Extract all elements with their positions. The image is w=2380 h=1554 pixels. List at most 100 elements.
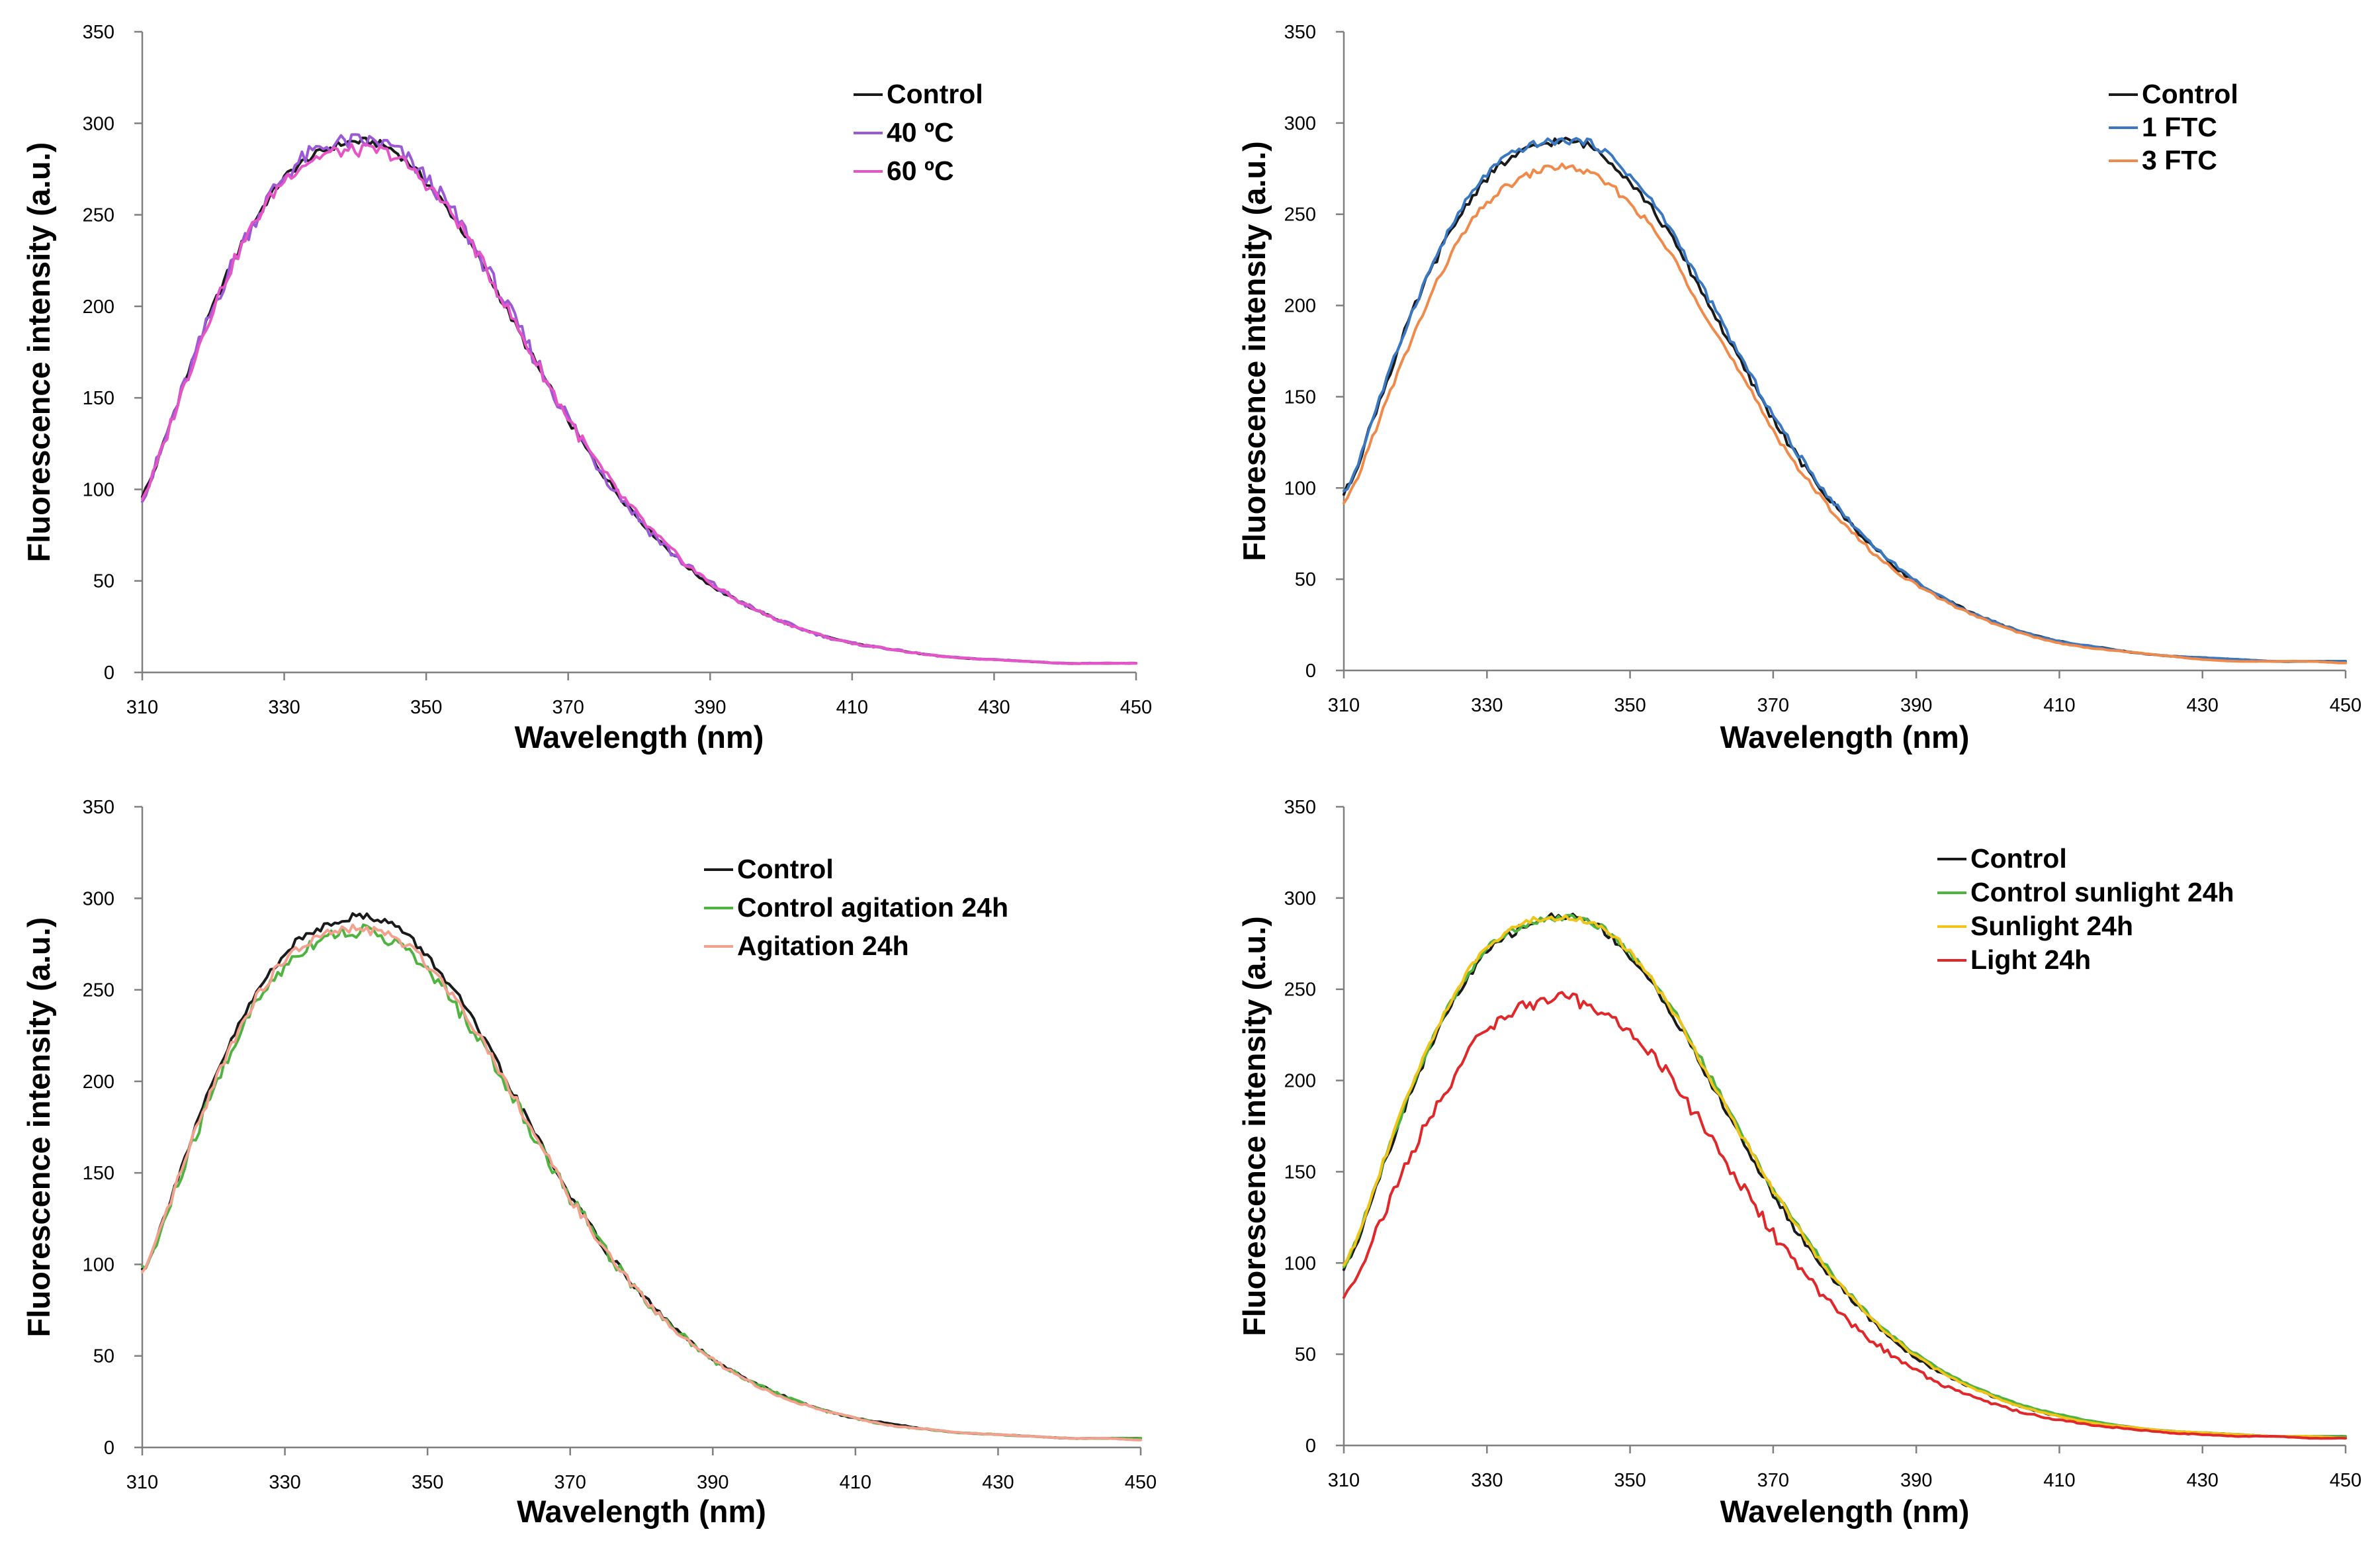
y-tick-label: 200 <box>83 297 114 318</box>
y-tick-label: 50 <box>1295 1344 1316 1365</box>
y-tick-label: 250 <box>83 980 114 1001</box>
legend-label: Control agitation 24h <box>737 892 1008 923</box>
y-tick-label: 200 <box>1284 1071 1316 1092</box>
legend-label: Light 24h <box>1970 944 2091 975</box>
y-tick-label: 0 <box>104 663 114 684</box>
y-axis-title: Fluorescence intensity (a.u.) <box>21 142 56 563</box>
y-axis-title: Fluorescence intensity (a.u.) <box>1237 141 1272 561</box>
chart-panel-4: 0 50 100 150 200 250 300 350 310 330 350 370 390 410 4… <box>1237 797 2361 1529</box>
series-line-3 <box>141 143 1137 665</box>
x-axis-title: Wavelength (nm) <box>1720 1494 1970 1529</box>
x-tick-label: 310 <box>1328 1470 1360 1491</box>
y-tick-label: 100 <box>1284 1253 1316 1274</box>
x-tick-label: 450 <box>2330 695 2361 716</box>
y-tick-label: 50 <box>93 571 114 592</box>
y-tick-label: 300 <box>1284 113 1316 134</box>
y-tick-label: 250 <box>83 205 114 226</box>
series-line-1 <box>141 912 1142 1440</box>
x-axis-title: Wavelength (nm) <box>515 719 764 754</box>
y-tick-label: 300 <box>83 888 114 909</box>
series-line-2 <box>141 133 1137 665</box>
series-line-1 <box>1343 136 2347 663</box>
y-tick-label: 350 <box>83 22 114 43</box>
x-tick-label: 430 <box>982 1472 1014 1493</box>
legend-label: Sunlight 24h <box>1970 911 2133 941</box>
series-line-3 <box>141 923 1142 1441</box>
x-tick-label: 430 <box>978 697 1010 718</box>
series-line-3 <box>1343 162 2347 664</box>
series-line-2 <box>1343 137 2347 663</box>
y-tick-label: 150 <box>1284 387 1316 408</box>
x-tick-label: 370 <box>1757 1470 1789 1491</box>
y-axis-title: Fluorescence intensity (a.u.) <box>21 917 56 1338</box>
x-tick-label: 370 <box>1757 695 1789 716</box>
x-tick-label: 370 <box>552 697 584 718</box>
x-tick-label: 310 <box>126 697 158 718</box>
chart-panel-3: 0 50 100 150 200 250 300 350 310 330 350 370 390 410 4… <box>21 797 1157 1529</box>
legend-label: Control <box>737 854 834 884</box>
x-tick-label: 310 <box>126 1472 158 1493</box>
x-tick-label: 390 <box>1900 695 1932 716</box>
x-tick-label: 310 <box>1328 695 1360 716</box>
x-tick-label: 410 <box>2043 695 2075 716</box>
x-tick-label: 350 <box>1614 1470 1646 1491</box>
x-tick-label: 370 <box>554 1472 586 1493</box>
legend-label: 1 FTC <box>2142 112 2217 142</box>
series-line-1 <box>1343 912 2347 1438</box>
y-tick-label: 350 <box>83 797 114 818</box>
y-tick-label: 150 <box>1284 1162 1316 1183</box>
legend-label: Control <box>1970 843 2067 874</box>
x-tick-label: 350 <box>412 1472 443 1493</box>
chart-panel-1: 0 50 100 150 200 250 300 350 310 330 350 370 390 410 4… <box>21 22 1152 754</box>
legend-label: 40 ºC <box>887 117 954 148</box>
x-tick-label: 350 <box>1614 695 1646 716</box>
series-line-2 <box>141 923 1142 1440</box>
x-tick-label: 410 <box>836 697 868 718</box>
x-tick-label: 450 <box>1125 1472 1157 1493</box>
y-tick-label: 350 <box>1284 22 1316 43</box>
x-tick-label: 390 <box>1900 1470 1932 1491</box>
x-axis-title: Wavelength (nm) <box>517 1494 766 1529</box>
series-line-3 <box>1343 914 2347 1440</box>
x-tick-label: 430 <box>2187 695 2219 716</box>
x-tick-label: 390 <box>694 697 726 718</box>
y-axis-title: Fluorescence intensity (a.u.) <box>1237 916 1272 1336</box>
x-tick-label: 430 <box>2187 1470 2219 1491</box>
x-tick-label: 450 <box>1120 697 1152 718</box>
y-tick-label: 150 <box>83 388 114 409</box>
x-tick-label: 450 <box>2330 1470 2361 1491</box>
x-tick-label: 330 <box>1471 695 1503 716</box>
y-tick-label: 100 <box>1284 478 1316 499</box>
y-tick-label: 100 <box>83 1254 114 1275</box>
y-tick-label: 300 <box>1284 888 1316 909</box>
y-tick-label: 50 <box>93 1346 114 1367</box>
x-tick-label: 410 <box>2043 1470 2075 1491</box>
series-line-4 <box>1343 991 2347 1440</box>
y-tick-label: 150 <box>83 1163 114 1184</box>
legend-label: 3 FTC <box>2142 145 2217 175</box>
y-tick-label: 300 <box>83 113 114 134</box>
legend-label: Control <box>887 79 983 109</box>
y-tick-label: 0 <box>1305 1436 1316 1457</box>
y-tick-label: 250 <box>1284 980 1316 1001</box>
x-tick-label: 330 <box>269 1472 300 1493</box>
x-tick-label: 350 <box>410 697 442 718</box>
y-tick-label: 350 <box>1284 797 1316 818</box>
y-tick-label: 0 <box>1305 661 1316 682</box>
y-tick-label: 250 <box>1284 205 1316 226</box>
chart-panel-2: 0 50 100 150 200 250 300 350 310 330 350 370 390 410 4… <box>1237 22 2361 754</box>
y-tick-label: 200 <box>1284 296 1316 317</box>
x-tick-label: 390 <box>697 1472 728 1493</box>
legend-label: Agitation 24h <box>737 931 909 961</box>
x-tick-label: 410 <box>840 1472 871 1493</box>
x-tick-label: 330 <box>1471 1470 1503 1491</box>
y-tick-label: 100 <box>83 479 114 500</box>
y-tick-label: 0 <box>104 1438 114 1459</box>
legend-label: 60 ºC <box>887 156 954 186</box>
legend-label: Control sunlight 24h <box>1970 877 2234 907</box>
x-tick-label: 330 <box>268 697 300 718</box>
y-tick-label: 50 <box>1295 569 1316 590</box>
y-tick-label: 200 <box>83 1072 114 1093</box>
series-line-1 <box>141 136 1137 665</box>
